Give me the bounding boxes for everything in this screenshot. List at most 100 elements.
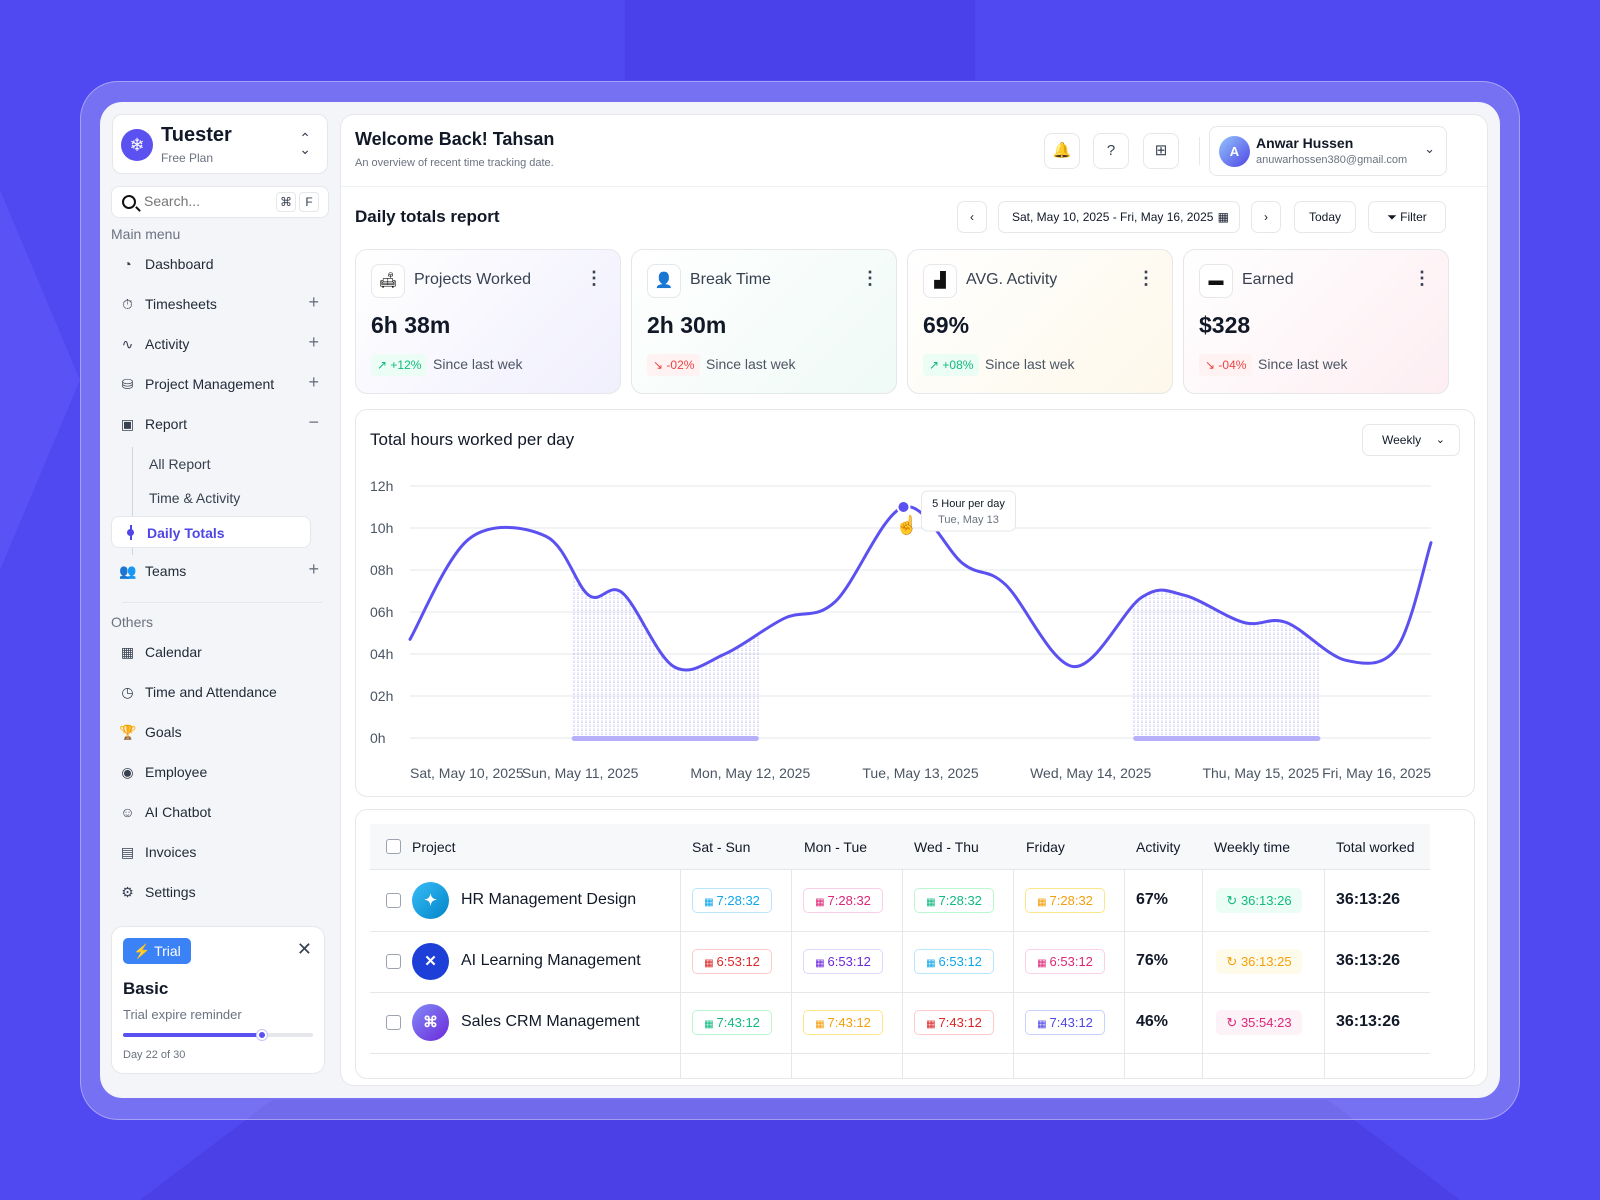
column-header[interactable]: Friday xyxy=(1026,839,1065,855)
row-checkbox[interactable] xyxy=(386,954,401,969)
column-header[interactable]: Wed - Thu xyxy=(914,839,979,855)
select-all-checkbox[interactable] xyxy=(386,839,401,854)
calendar-icon: ▦ xyxy=(926,1019,936,1030)
time-value: 6:53:12 xyxy=(827,954,871,969)
main-panel: Welcome Back! Tahsan An overview of rece… xyxy=(340,114,1488,1086)
sidebar-item-calendar[interactable]: ▦ Calendar xyxy=(111,636,321,668)
line-chart[interactable]: 0h 02h 04h 06h 08h 10h 12h Sat, May 10, 2025Sun… xyxy=(356,410,1476,798)
search-input[interactable] xyxy=(144,193,264,209)
date-range-picker[interactable]: Sat, May 10, 2025 - Fri, May 16, 2025 ▦ xyxy=(998,201,1240,233)
column-header[interactable]: Project xyxy=(412,839,456,855)
user-name: Anwar Hussen xyxy=(1256,135,1354,151)
period-select[interactable]: Weekly ⌄ xyxy=(1362,424,1460,456)
project-name: Sales CRM Management xyxy=(461,1013,640,1030)
sidebar-item-invoices[interactable]: ▤ Invoices xyxy=(111,836,321,868)
sidebar-item-label: Report xyxy=(145,416,188,432)
close-icon[interactable]: ✕ xyxy=(296,939,312,959)
stat-value: 69% xyxy=(923,312,970,338)
presentation-icon: ▣ xyxy=(120,416,135,432)
trend-up-icon: ↗ xyxy=(929,358,940,372)
search-box: ⌘ F xyxy=(111,186,329,218)
workspace-switcher[interactable]: ❄ Tuester Free Plan ⌃ ⌄ xyxy=(112,114,328,174)
lightning-icon: ⚡ xyxy=(133,943,151,959)
sidebar-item-project-management[interactable]: ⛁ Project Management + xyxy=(111,368,321,400)
column-header[interactable]: Activity xyxy=(1136,839,1181,855)
trial-progress-fill xyxy=(123,1033,263,1037)
prev-range-button[interactable]: ‹ xyxy=(957,201,987,233)
sidebar-item-goals[interactable]: 🏆 Goals xyxy=(111,716,321,748)
sidebar-subitem-time-activity[interactable]: Time & Activity xyxy=(149,490,241,506)
plus-icon[interactable]: + xyxy=(308,332,319,352)
command-key-badge: ⌘ xyxy=(276,192,296,212)
header: Welcome Back! Tahsan An overview of rece… xyxy=(341,115,1487,187)
plus-icon[interactable]: + xyxy=(308,372,319,392)
sidebar-item-time-attendance[interactable]: ◷ Time and Attendance xyxy=(111,676,321,708)
plus-icon[interactable]: + xyxy=(308,292,319,312)
brand-plan: Free Plan xyxy=(161,151,214,165)
sidebar-item-settings[interactable]: ⚙ Settings xyxy=(111,876,321,908)
user-menu[interactable]: A Anwar Hussen anuwarhossen380@gmail.com… xyxy=(1209,126,1447,176)
couch-icon: 🛋 xyxy=(371,264,405,298)
filter-button[interactable]: ⏷ Filter xyxy=(1368,201,1446,233)
table-row[interactable]: ✕ AI Learning Management ▦ 6:53:12 ▦ 6:53:… xyxy=(370,931,1430,993)
column-divider xyxy=(1202,870,1203,1078)
time-value: 6:53:12 xyxy=(1049,954,1093,969)
tooltip-subtitle: Tue, May 13 xyxy=(938,514,999,526)
more-vertical-icon[interactable]: ⋮ xyxy=(1413,268,1431,288)
trend-badge: ↗ +12% xyxy=(371,354,428,376)
column-header[interactable]: Weekly time xyxy=(1214,839,1290,855)
row-checkbox[interactable] xyxy=(386,1015,401,1030)
highlight-area xyxy=(571,568,759,738)
sidebar-item-ai-chatbot[interactable]: ☺ AI Chatbot xyxy=(111,796,321,828)
column-divider xyxy=(791,870,792,1078)
trophy-icon: 🏆 xyxy=(119,724,137,740)
sidebar-subitem-all-report[interactable]: All Report xyxy=(149,456,211,472)
sidebar-subitem-daily-totals[interactable]: Daily Totals xyxy=(111,516,311,548)
refresh-icon: ↻ xyxy=(1226,893,1238,908)
column-divider xyxy=(1124,870,1125,1078)
sidebar-item-activity[interactable]: ∿ Activity + xyxy=(111,328,321,360)
chevron-up-down-icon[interactable]: ⌃ ⌄ xyxy=(299,130,311,157)
time-chip: ▦ 6:53:12 xyxy=(914,949,994,974)
stat-since: Since last wek xyxy=(985,356,1075,372)
sidebar-item-report[interactable]: ▣ Report − xyxy=(111,408,321,440)
column-header[interactable]: Total worked xyxy=(1336,839,1415,855)
sidebar-item-teams[interactable]: 👥 Teams + xyxy=(111,555,321,587)
trend-down-icon: ↘ xyxy=(1205,358,1216,372)
row-checkbox[interactable] xyxy=(386,893,401,908)
snowflake-icon: ❄ xyxy=(121,129,153,161)
column-header[interactable]: Mon - Tue xyxy=(804,839,868,855)
trend-badge: ↗ +08% xyxy=(923,354,980,376)
sidebar-item-employee[interactable]: ◉ Employee xyxy=(111,756,321,788)
project-logo-icon: ✕ xyxy=(412,943,449,980)
time-chip: ▦ 6:53:12 xyxy=(803,949,883,974)
sidebar-item-timesheets[interactable]: ⏱ Timesheets + xyxy=(111,288,321,320)
chevron-right-icon: › xyxy=(1264,210,1268,224)
sidebar-item-dashboard[interactable]: ◔ Dashboard xyxy=(111,248,321,280)
more-vertical-icon[interactable]: ⋮ xyxy=(585,268,603,288)
sidebar-item-label: Teams xyxy=(145,563,187,579)
database-icon: ⛁ xyxy=(121,376,134,392)
page-subtitle: An overview of recent time tracking date… xyxy=(355,157,554,169)
more-vertical-icon[interactable]: ⋮ xyxy=(1137,268,1155,288)
person-icon: 👤 xyxy=(647,264,681,298)
help-icon[interactable]: ? xyxy=(1093,133,1129,169)
notification-bell-icon[interactable]: 🔔 xyxy=(1044,133,1080,169)
table-row[interactable]: ⌘ Sales CRM Management ▦ 7:43:12 ▦ 7:43:12… xyxy=(370,992,1430,1054)
background-shape xyxy=(0,190,80,570)
column-header[interactable]: Sat - Sun xyxy=(692,839,751,855)
time-chip: ▦ 6:53:12 xyxy=(692,949,772,974)
sidebar-item-label: Daily Totals xyxy=(147,525,225,541)
trend-down-icon: ↘ xyxy=(653,358,664,372)
trend-badge: ↘ -02% xyxy=(647,354,701,376)
plus-icon[interactable]: + xyxy=(308,559,319,579)
weekly-time: 36:13:26 xyxy=(1240,893,1292,908)
apps-icon[interactable]: ⊞ xyxy=(1143,133,1179,169)
more-vertical-icon[interactable]: ⋮ xyxy=(861,268,879,288)
time-value: 7:28:32 xyxy=(827,893,871,908)
stat-since: Since last wek xyxy=(1258,356,1348,372)
table-row[interactable]: ✦ HR Management Design ▦ 7:28:32 ▦ 7:28:32… xyxy=(370,870,1430,932)
today-button[interactable]: Today xyxy=(1294,201,1356,233)
next-range-button[interactable]: › xyxy=(1251,201,1281,233)
minus-icon[interactable]: − xyxy=(308,412,319,432)
